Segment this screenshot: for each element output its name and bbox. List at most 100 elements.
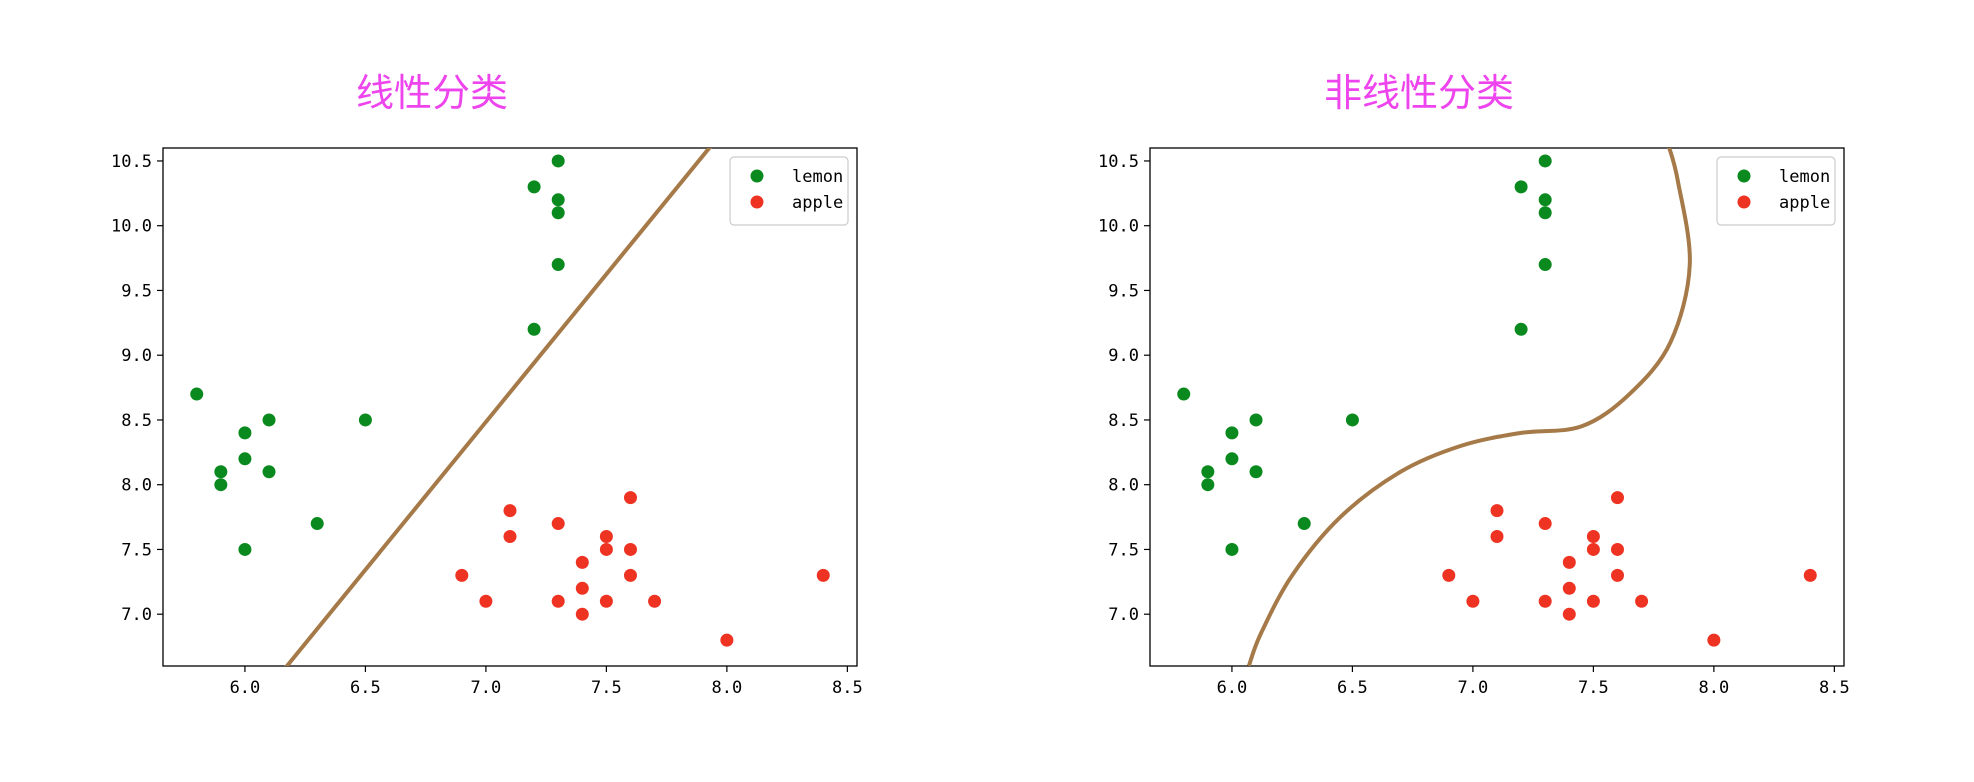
apple-point	[1610, 542, 1624, 556]
apple-point	[1562, 581, 1576, 595]
lemon-point	[1297, 517, 1311, 531]
y-tick-label: 10.5	[111, 152, 152, 172]
plot-frame	[1149, 147, 1845, 667]
apple-point	[1538, 517, 1552, 531]
y-tick-label: 9.0	[1108, 346, 1139, 366]
x-tick-label: 7.0	[471, 678, 502, 698]
lemon-point	[1345, 413, 1359, 427]
lemon-point	[551, 258, 565, 272]
lemon-point	[1514, 322, 1528, 336]
y-tick-label: 9.5	[1108, 281, 1139, 301]
lemon-point	[310, 517, 324, 531]
lemon-point	[1201, 465, 1215, 479]
legend-label: lemon	[792, 167, 843, 187]
apple-point	[551, 517, 565, 531]
x-tick-label: 8.0	[1699, 678, 1730, 698]
legend-label: lemon	[1779, 167, 1830, 187]
lemon-point	[1538, 154, 1552, 168]
lemon-point	[1177, 387, 1191, 401]
x-tick-label: 8.5	[1819, 678, 1850, 698]
y-tick-label: 8.5	[121, 411, 152, 431]
y-tick-label: 8.5	[1108, 411, 1139, 431]
decision-boundary-line	[284, 148, 712, 666]
lemon-point	[1225, 542, 1239, 556]
boundary-group	[284, 148, 712, 666]
x-tick-label: 6.0	[230, 678, 261, 698]
x-tick-label: 7.5	[591, 678, 622, 698]
lemon-point	[1538, 206, 1552, 220]
apple-point	[623, 568, 637, 582]
y-tick-label: 10.5	[1098, 152, 1139, 172]
apple-point	[479, 594, 493, 608]
apple-point	[1610, 568, 1624, 582]
y-tick-label: 9.5	[121, 281, 152, 301]
lemon-point	[1249, 413, 1263, 427]
x-tick-label: 6.5	[350, 678, 381, 698]
legend-marker	[1737, 195, 1751, 209]
lemon-point	[238, 426, 252, 440]
y-tick-label: 7.0	[1108, 605, 1139, 625]
lemon-point	[1514, 180, 1528, 194]
apple-point	[1562, 555, 1576, 569]
y-tick-label: 8.0	[121, 476, 152, 496]
lemon-point	[1538, 193, 1552, 207]
legend-marker	[750, 195, 764, 209]
apple-point	[575, 607, 589, 621]
apple-point	[575, 555, 589, 569]
apple-point	[816, 568, 830, 582]
lemon-point	[262, 465, 276, 479]
apple-point	[503, 504, 517, 518]
linear-classification-panel: 线性分类 6.0 6.5 7.0 7.5 8.0 8.5 7.0 7.5 8.0 8.5 9.0 9.…	[0, 0, 987, 778]
lemon-point	[262, 413, 276, 427]
lemon-point	[1201, 478, 1215, 492]
apple-point	[720, 633, 734, 647]
apple-point	[1562, 607, 1576, 621]
decision-boundary-curve	[1246, 148, 1692, 666]
apple-point	[455, 568, 469, 582]
apple-point	[1466, 594, 1480, 608]
apple-point	[599, 542, 613, 556]
apple-point	[1586, 530, 1600, 543]
lemon-point	[1225, 426, 1239, 440]
lemon-point	[1249, 465, 1263, 479]
apple-point	[1538, 594, 1552, 608]
x-tick-label: 8.5	[832, 678, 863, 698]
chart-title: 线性分类	[355, 71, 508, 115]
x-tick-label: 7.0	[1458, 678, 1489, 698]
lemon-point	[238, 542, 252, 556]
apple-point	[648, 594, 662, 608]
apple-point	[1707, 633, 1721, 647]
y-tick-label: 9.0	[121, 346, 152, 366]
y-tick-label: 7.5	[121, 540, 152, 560]
apple-point	[1610, 491, 1624, 505]
apple-point	[623, 491, 637, 505]
lemon-point	[358, 413, 372, 427]
apple-point	[623, 542, 637, 556]
apple-point	[503, 530, 517, 543]
legend-marker	[750, 169, 764, 183]
apple-point	[1586, 594, 1600, 608]
y-tick-label: 10.0	[1098, 217, 1139, 237]
x-tick-label: 6.5	[1337, 678, 1368, 698]
y-tick-label: 10.0	[111, 217, 152, 237]
x-tick-label: 8.0	[712, 678, 743, 698]
linear-classification-chart: 6.0 6.5 7.0 7.5 8.0 8.5 7.0 7.5 8.0 8.5 9.0 9.5 10.0…	[111, 147, 863, 698]
lemon-point	[238, 452, 252, 466]
legend-label: apple	[792, 193, 843, 213]
apple-point	[551, 594, 565, 608]
y-tick-label: 7.5	[1108, 540, 1139, 560]
nonlinear-classification-panel: 非线性分类 6.0 6.5 7.0 7.5 8.0 8.5 7.0 7.5 8.0 8.5 9.0 9…	[987, 0, 1974, 778]
apple-point	[1635, 594, 1649, 608]
y-tick-label: 7.0	[121, 605, 152, 625]
legend-marker	[1737, 169, 1751, 183]
lemon-point	[1538, 258, 1552, 272]
plot-frame	[162, 147, 858, 667]
x-tick-label: 6.0	[1217, 678, 1248, 698]
apple-point	[575, 581, 589, 595]
lemon-point	[551, 154, 565, 168]
lemon-point	[190, 387, 204, 401]
apple-point	[599, 594, 613, 608]
x-tick-label: 7.5	[1578, 678, 1609, 698]
apple-point	[1803, 568, 1817, 582]
chart-title: 非线性分类	[1323, 71, 1514, 115]
